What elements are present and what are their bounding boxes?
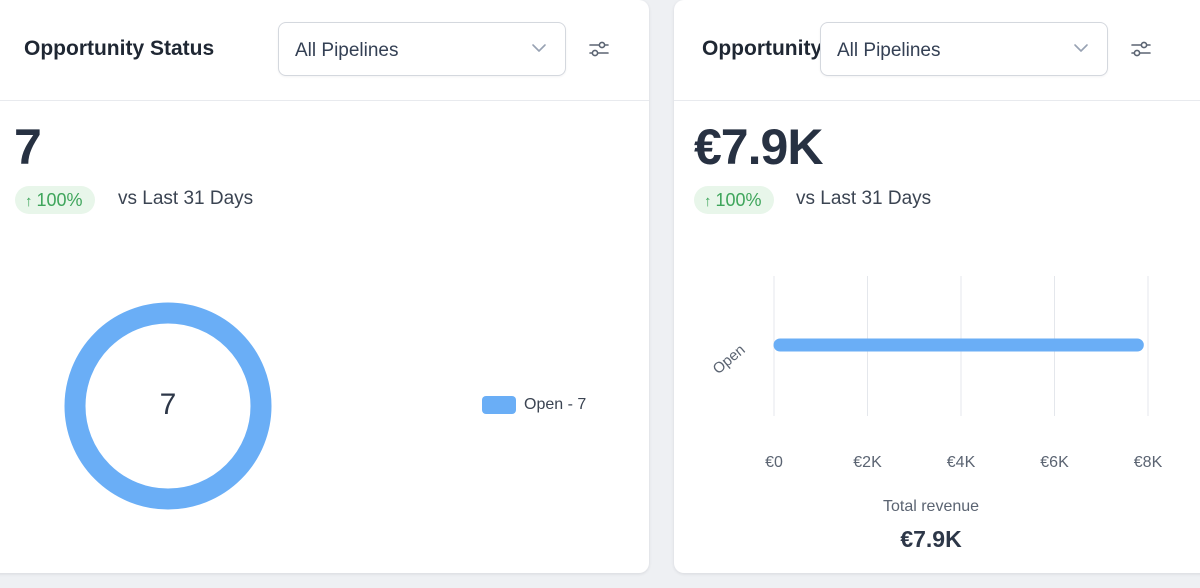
chart-legend[interactable]: Open - 7: [482, 396, 586, 414]
delta-value: 100%: [715, 190, 762, 210]
chevron-down-icon: [1074, 44, 1088, 52]
x-tick-label: €0: [765, 454, 783, 471]
donut-center-label: 7: [159, 388, 177, 421]
card-title: Opportunity Value: [702, 37, 838, 60]
metric-value: €7.9K: [694, 119, 823, 175]
sliders-icon[interactable]: [587, 37, 611, 61]
y-category-label: Open: [710, 341, 749, 378]
chevron-down-icon: [532, 44, 546, 52]
delta-value: 100%: [36, 190, 83, 210]
revenue-bar-chart: €0 €2K €4K €6K €8K Open: [710, 276, 1163, 471]
total-revenue-value: €7.9K: [900, 526, 962, 552]
x-tick-label: €2K: [853, 454, 882, 471]
pipeline-select-value: All Pipelines: [295, 40, 399, 61]
metric-value: 7: [14, 119, 42, 175]
opportunity-value-card: Opportunity Value All Pipelines €7.9K ↑1…: [674, 0, 1200, 573]
delta-badge: ↑ 100%: [694, 186, 774, 214]
pipeline-select-value: All Pipelines: [837, 40, 941, 61]
x-tick-label: €4K: [947, 454, 976, 471]
opportunity-status-card: Opportunity Status All Pipelines 7 ↑ 100%…: [0, 0, 649, 573]
card-title: Opportunity Status: [24, 37, 215, 60]
total-revenue-label: Total revenue: [882, 498, 980, 515]
pipeline-select[interactable]: All Pipelines: [820, 22, 1108, 76]
donut-slice-open[interactable]: [64, 302, 272, 510]
card-header: Opportunity Value All Pipelines: [674, 0, 1200, 101]
arrow-up-icon: ↑: [25, 193, 33, 210]
card-header: Opportunity Status All Pipelines: [0, 0, 649, 101]
x-tick-label: €8K: [1134, 454, 1163, 471]
comparison-text: vs Last 31 Days: [118, 188, 254, 209]
legend-label-open: Open - 7: [524, 396, 587, 413]
x-tick-label: €6K: [1040, 454, 1069, 471]
comparison-text: vs Last 31 Days: [796, 188, 932, 209]
arrow-up-icon: ↑: [704, 193, 712, 210]
donut-chart: [64, 302, 272, 510]
delta-badge: ↑ 100%: [15, 186, 95, 214]
legend-swatch-open: [482, 396, 516, 414]
pipeline-select[interactable]: All Pipelines: [278, 22, 566, 76]
sliders-icon[interactable]: [1129, 37, 1153, 61]
